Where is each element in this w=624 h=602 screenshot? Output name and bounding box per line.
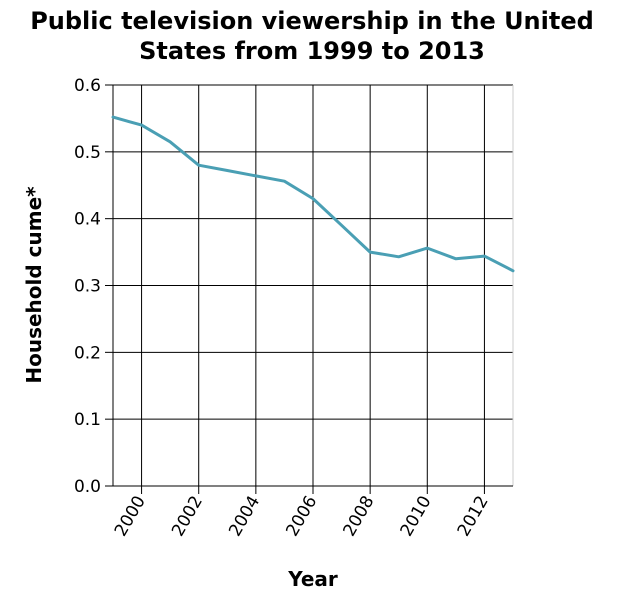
y-tick-label: 0.5 bbox=[74, 143, 101, 163]
x-tick-label: 2002 bbox=[168, 493, 207, 540]
y-axis-title: Household cume* bbox=[22, 186, 46, 384]
plot-area bbox=[111, 115, 515, 273]
axes bbox=[105, 84, 514, 494]
y-tick-label: 0.0 bbox=[74, 477, 101, 497]
x-tick-label: 2008 bbox=[340, 493, 379, 540]
chart-title-line-2: States from 1999 to 2013 bbox=[139, 37, 485, 65]
y-tick-label: 0.4 bbox=[74, 210, 101, 230]
y-tick-label: 0.3 bbox=[74, 277, 101, 297]
y-tick-label: 0.1 bbox=[74, 410, 101, 430]
x-tick-label: 2012 bbox=[454, 493, 493, 540]
x-tick-label: 2004 bbox=[225, 493, 264, 540]
x-tick-label: 2006 bbox=[282, 493, 321, 540]
y-tick-label: 0.6 bbox=[74, 76, 101, 96]
grid bbox=[113, 84, 513, 487]
tick-labels: 0.0 0.1 0.2 0.3 0.4 0.5 0.6 2000 2002 2004 2006 200… bbox=[74, 76, 493, 540]
x-axis-title: Year bbox=[287, 567, 338, 591]
x-tick-label: 2000 bbox=[111, 493, 150, 540]
chart-title-line-1: Public television viewership in the Unit… bbox=[30, 7, 594, 35]
y-tick-label: 0.2 bbox=[74, 343, 101, 363]
series-line bbox=[111, 115, 515, 273]
x-tick-label: 2010 bbox=[397, 493, 436, 540]
